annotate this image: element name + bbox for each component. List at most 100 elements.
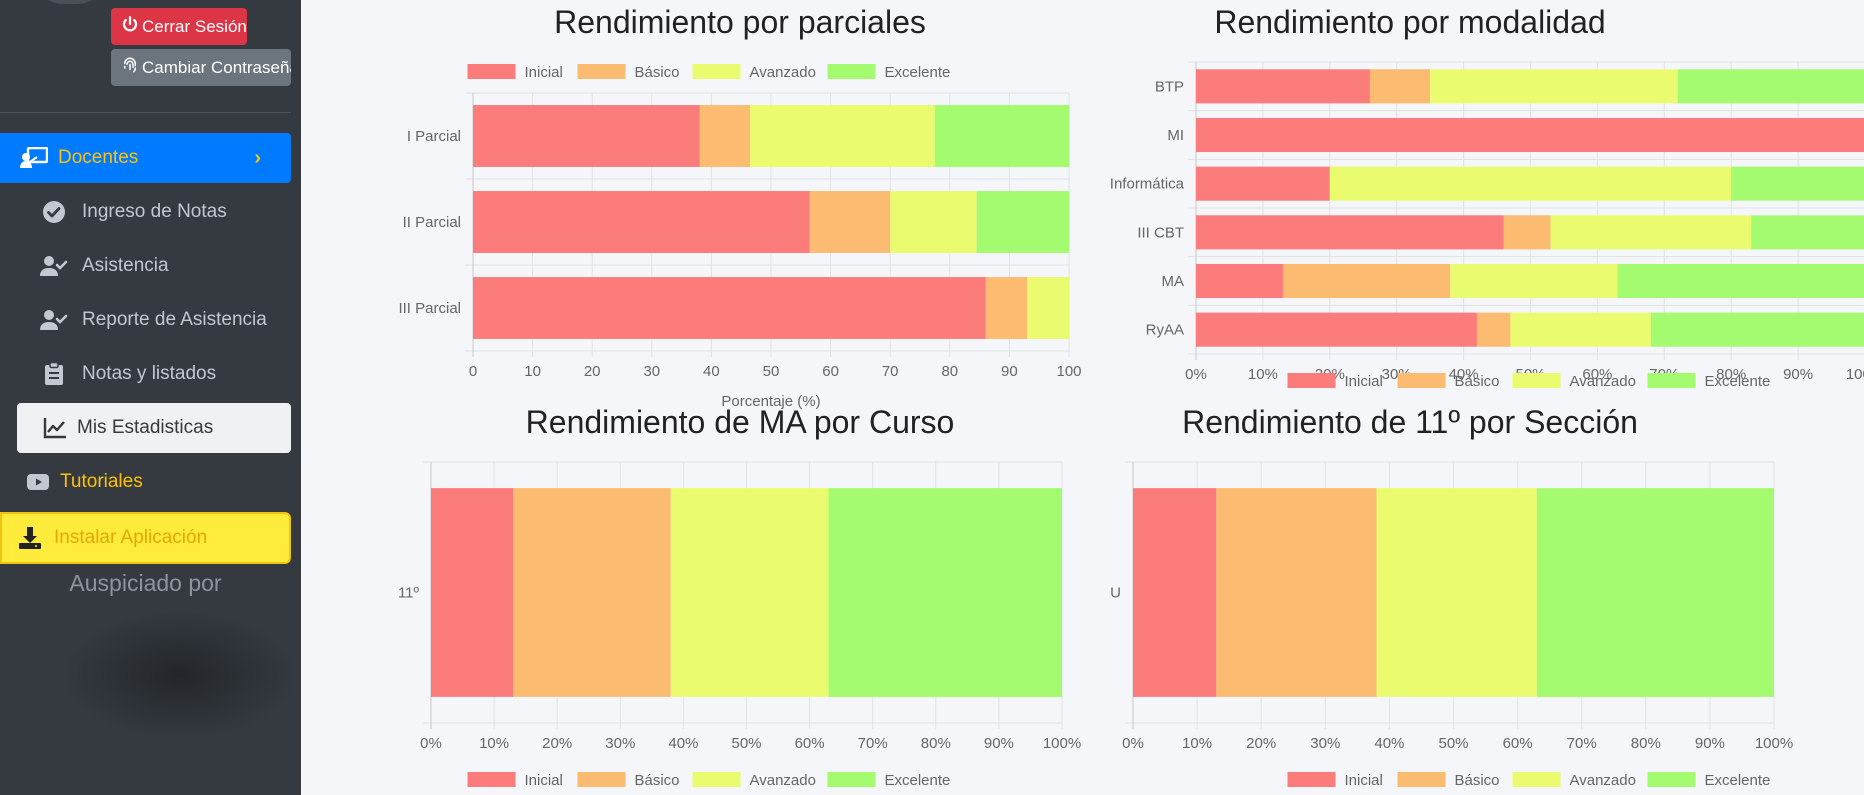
chart-title-11-seccion: Rendimiento de 11º por Sección xyxy=(1182,404,1638,440)
chart-title-parciales: Rendimiento por parciales xyxy=(554,4,926,40)
legend-label: Avanzado xyxy=(750,772,816,789)
legend-label: Excelente xyxy=(885,64,951,81)
user-check-icon xyxy=(40,308,68,332)
x-tick-label: 80% xyxy=(1631,735,1661,752)
sidebar-item-tutoriales[interactable]: Tutoriales xyxy=(0,457,291,507)
bar-avanzado-5 xyxy=(1510,312,1651,347)
x-tick-label: 30% xyxy=(1310,735,1340,752)
avatar[interactable] xyxy=(30,0,110,4)
bar-básico-0 xyxy=(699,105,751,167)
bar-excelente-3 xyxy=(1751,215,1864,250)
chart-canvas: 0%10%20%30%40%50%60%70%80%90%100%BTPMIIn… xyxy=(1110,61,1864,390)
sidebar-item-label: Notas y listados xyxy=(82,363,217,384)
bar-excelente-1 xyxy=(976,191,1069,253)
legend-swatch xyxy=(1512,373,1561,388)
legend-label: Avanzado xyxy=(750,64,816,81)
x-tick-label: 50 xyxy=(763,363,780,380)
legend-label: Básico xyxy=(635,772,680,789)
x-tick-label: 80% xyxy=(1716,366,1746,383)
chevron-right-icon: › xyxy=(254,146,261,169)
bar-excelente-2 xyxy=(1731,166,1864,201)
sidebar-item-label: Reporte de Asistencia xyxy=(82,309,267,330)
legend-swatch xyxy=(1647,772,1696,787)
user-check-icon xyxy=(40,254,68,278)
sidebar-item-notas-listados[interactable]: Notas y listados xyxy=(0,349,291,399)
x-tick-label: 50% xyxy=(731,735,761,752)
legend-swatch xyxy=(1512,772,1561,787)
bar-inicial-1 xyxy=(1196,117,1864,153)
x-tick-label: 0% xyxy=(420,735,442,752)
bar-excelente-0 xyxy=(1536,488,1774,697)
bar-avanzado-0 xyxy=(750,105,935,167)
legend-swatch xyxy=(467,772,516,787)
legend-label: Excelente xyxy=(1705,772,1771,789)
power-icon xyxy=(121,15,139,38)
y-category-label: MA xyxy=(1162,273,1185,290)
sidebar-item-asistencia[interactable]: Asistencia xyxy=(0,241,291,291)
bar-excelente-5 xyxy=(1650,312,1864,347)
legend-label: Inicial xyxy=(525,64,563,81)
x-tick-label: 50% xyxy=(1438,735,1468,752)
x-tick-label: 90% xyxy=(1783,366,1813,383)
sidebar-item-ingreso-notas[interactable]: Ingreso de Notas xyxy=(0,187,291,237)
chart-title-ma-curso: Rendimiento de MA por Curso xyxy=(525,404,955,440)
legend-swatch xyxy=(1287,772,1336,787)
fingerprint-icon xyxy=(121,56,139,79)
bar-básico-4 xyxy=(1282,263,1451,299)
legend-label: Inicial xyxy=(1345,772,1383,789)
sidebar-item-label: Tutoriales xyxy=(60,471,143,492)
x-tick-label: 40 xyxy=(703,363,720,380)
x-tick-label: 90 xyxy=(1001,363,1018,380)
sidebar-item-docentes[interactable]: Docentes › xyxy=(0,133,291,183)
y-category-label: III CBT xyxy=(1137,224,1184,241)
bar-inicial-0 xyxy=(1196,69,1370,104)
bar-básico-0 xyxy=(1369,69,1431,104)
bar-excelente-0 xyxy=(1677,69,1864,104)
chart-11-seccion: 0% 10% 20% 30% 40% 50% 60% 70% 80% 90% 100% U Inicia… xyxy=(1090,450,1810,790)
x-tick-label: 0% xyxy=(1185,366,1207,383)
legend-swatch xyxy=(1647,373,1696,388)
y-category-label: 11º xyxy=(398,585,420,602)
change-password-button[interactable]: Cambiar Contraseña xyxy=(111,49,291,86)
legend-label: Excelente xyxy=(885,772,951,789)
sidebar-item-reporte-asistencia[interactable]: Reporte de Asistencia xyxy=(0,295,291,345)
bar-inicial-3 xyxy=(1196,215,1504,250)
bar-básico-5 xyxy=(1476,312,1511,347)
bar-excelente-4 xyxy=(1617,263,1864,299)
x-tick-label: 40% xyxy=(1449,366,1479,383)
legend-label: Avanzado xyxy=(1570,373,1636,390)
bar-básico-0 xyxy=(1216,488,1377,697)
legend-label: Inicial xyxy=(525,772,563,789)
legend-swatch xyxy=(692,64,741,79)
y-category-label: Informática xyxy=(1110,176,1185,193)
x-tick-label: 90% xyxy=(1695,735,1725,752)
bar-inicial-0 xyxy=(431,488,514,697)
install-app-label: Instalar Aplicación xyxy=(54,527,208,548)
bar-básico-2 xyxy=(985,277,1028,339)
x-tick-label: 30% xyxy=(605,735,635,752)
x-tick-label: 90% xyxy=(984,735,1014,752)
bar-avanzado-4 xyxy=(1450,263,1618,299)
legend-label: Avanzado xyxy=(1570,772,1636,789)
sidebar-item-mis-estadisticas[interactable]: Mis Estadisticas xyxy=(17,403,291,453)
x-tick-label: 100% xyxy=(1846,366,1864,383)
legend-swatch xyxy=(577,64,626,79)
x-tick-label: 60 xyxy=(822,363,839,380)
chart-canvas: 0 10 20 30 40 50 60 70 80 90 100 I Parcial II Parcia… xyxy=(398,64,1082,410)
bar-inicial-5 xyxy=(1196,312,1477,347)
chart-title-modalidad: Rendimiento por modalidad xyxy=(1214,4,1606,40)
bar-inicial-2 xyxy=(1196,166,1330,201)
logout-button[interactable]: Cerrar Sesión xyxy=(111,8,247,45)
x-tick-label: 40% xyxy=(668,735,698,752)
bar-avanzado-1 xyxy=(890,191,977,253)
bar-inicial-1 xyxy=(473,191,810,253)
y-category-label: III Parcial xyxy=(398,300,461,317)
bar-avanzado-0 xyxy=(1430,69,1678,104)
y-category-label: RyAA xyxy=(1146,322,1184,339)
y-category-label: BTP xyxy=(1155,78,1184,95)
sidebar: Cerrar Sesión Cambiar Contraseña Docente… xyxy=(0,0,301,795)
install-app-button[interactable]: Instalar Aplicación xyxy=(0,512,291,564)
sidebar-item-label: Docentes xyxy=(58,147,139,168)
x-tick-label: 70 xyxy=(882,363,899,380)
youtube-icon xyxy=(24,470,52,494)
